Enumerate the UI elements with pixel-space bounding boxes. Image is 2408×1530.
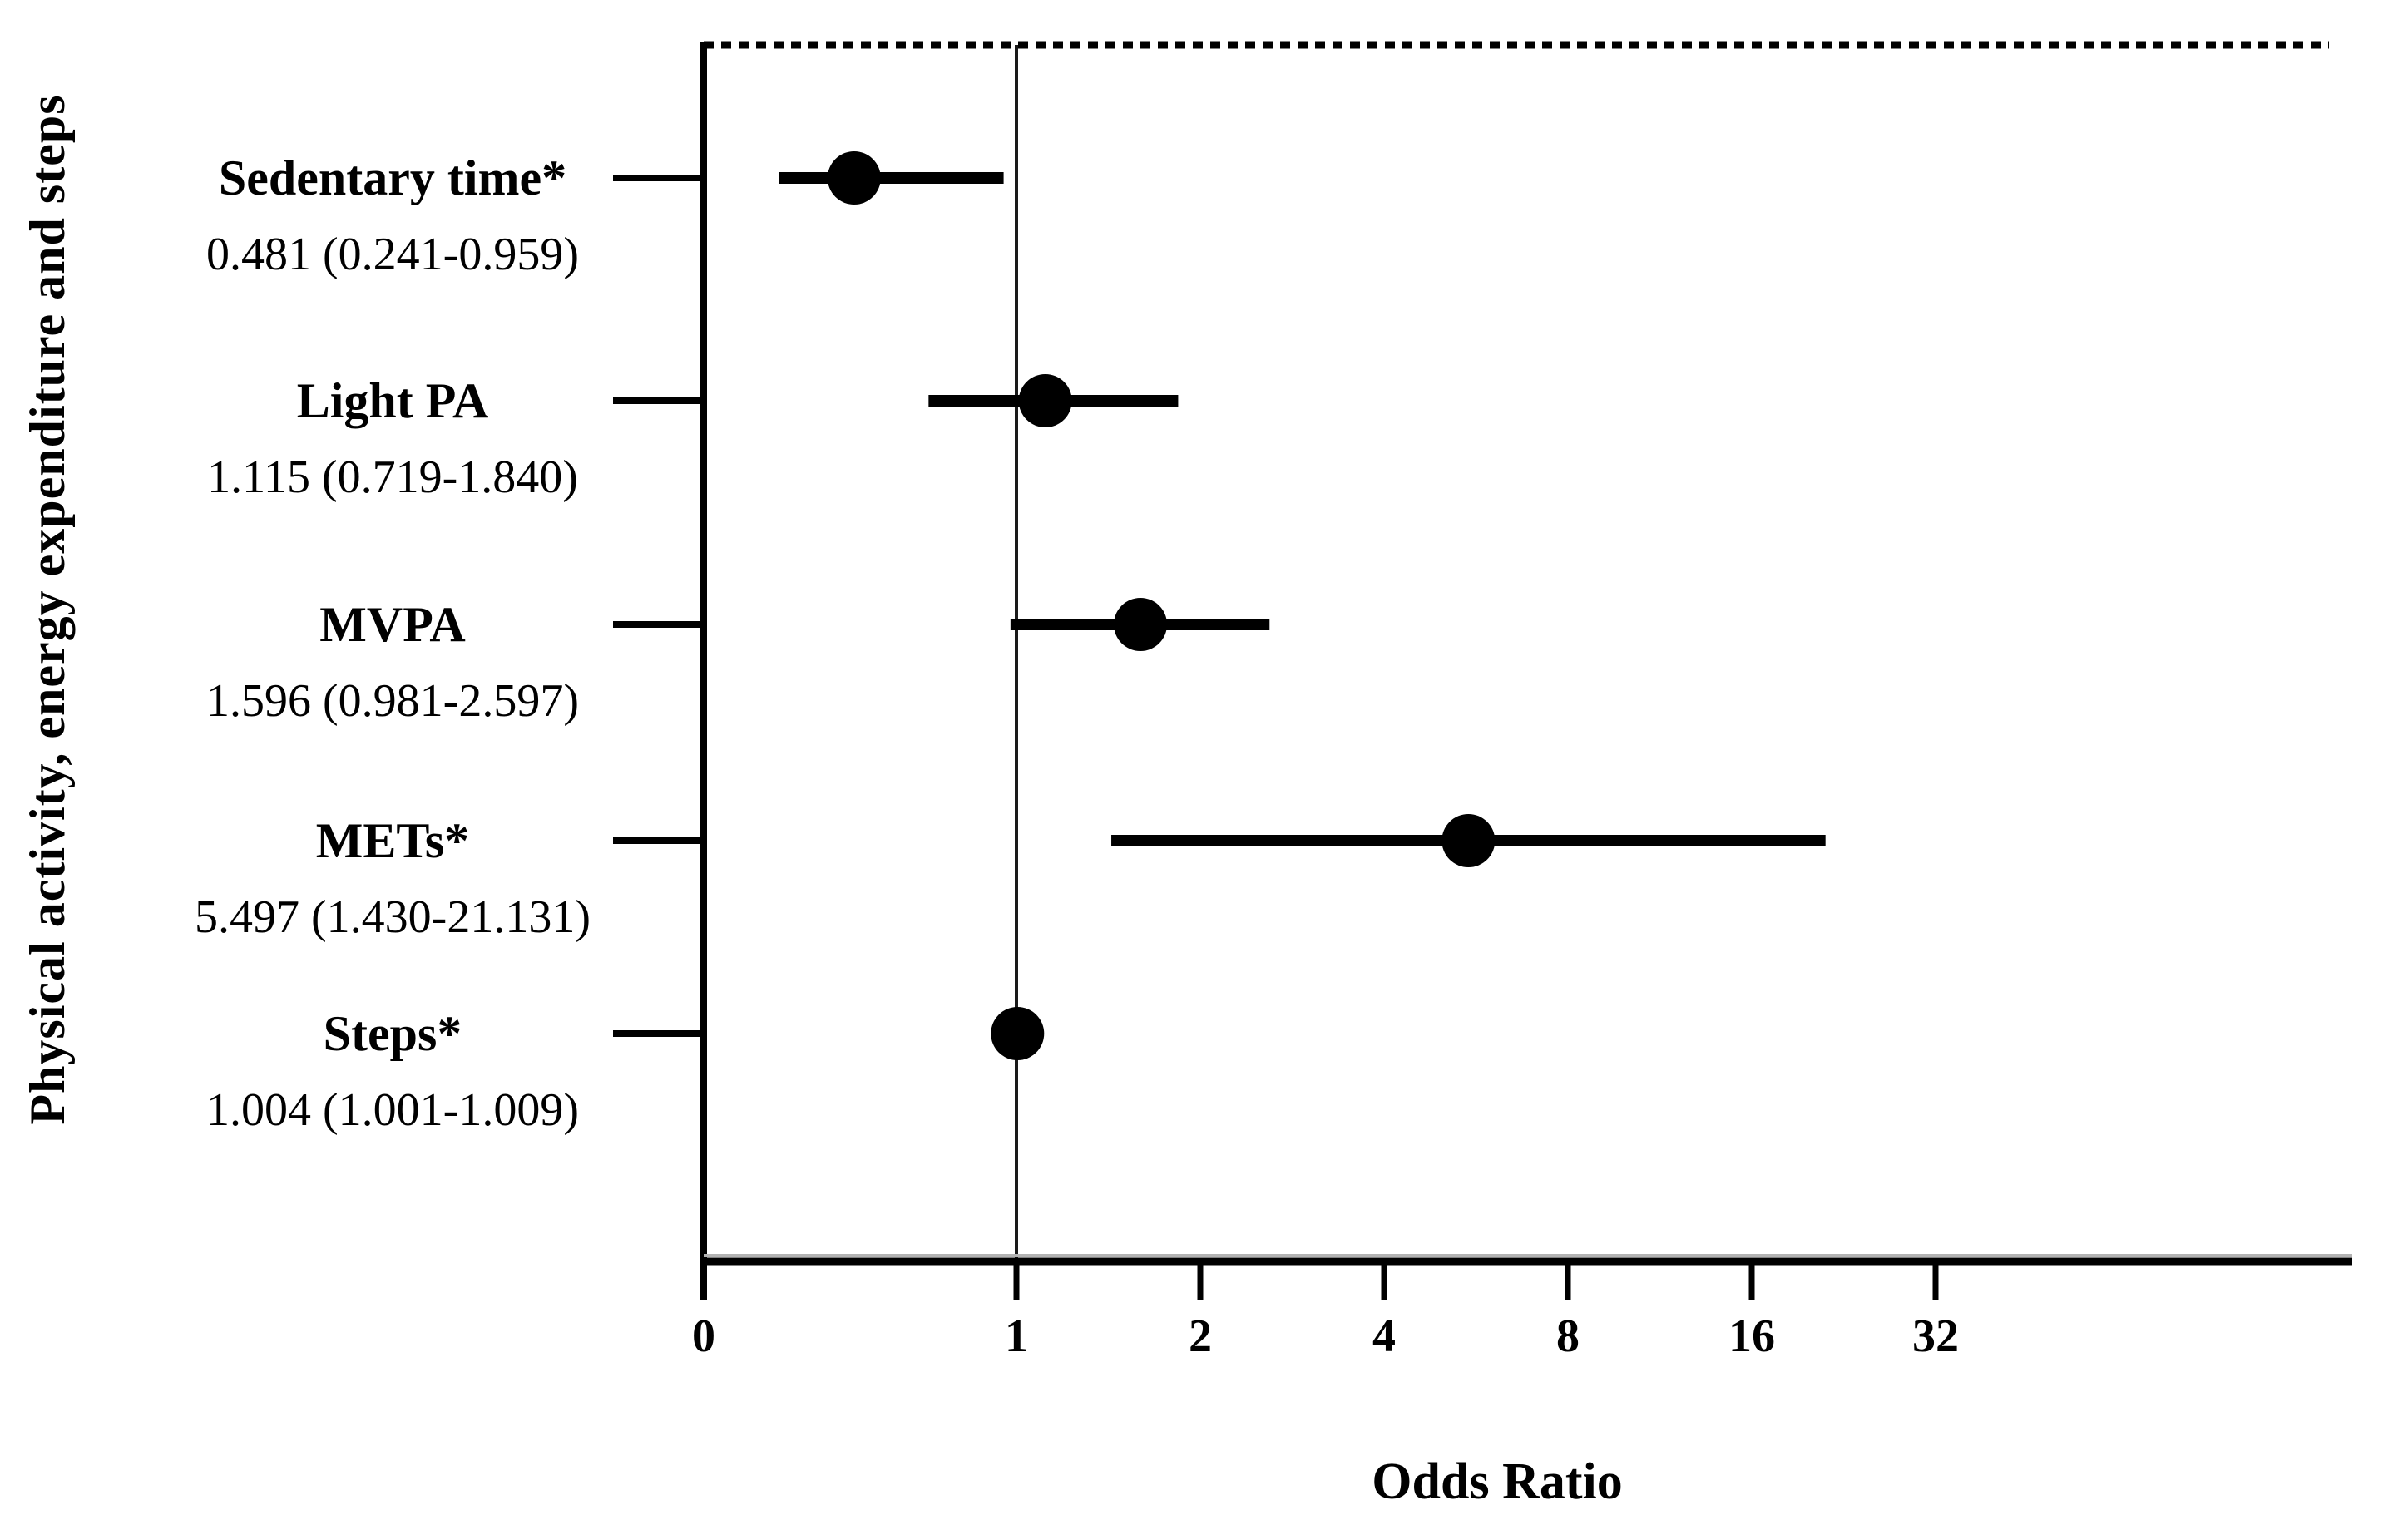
x-axis-tick-label: 32: [1912, 1310, 1959, 1362]
point-marker: [827, 151, 881, 205]
point-marker: [1441, 814, 1496, 867]
x-axis-tick-label: 1: [1005, 1310, 1028, 1362]
category-label: Steps*: [323, 1006, 462, 1061]
category-label: Sedentary time*: [218, 151, 567, 205]
category-value: 1.004 (1.001-1.009): [206, 1084, 579, 1136]
point-marker: [1114, 598, 1168, 651]
x-axis-tick-label: 2: [1189, 1310, 1212, 1362]
category-value: 1.596 (0.981-2.597): [206, 675, 579, 727]
x-axis-tick-label: 0: [692, 1310, 715, 1362]
x-axis-tick-label: 4: [1372, 1310, 1396, 1362]
category-value: 0.481 (0.241-0.959): [206, 229, 579, 280]
x-axis-tick-label: 16: [1728, 1310, 1775, 1362]
category-label: MVPA: [319, 597, 466, 652]
x-axis-title: Odds Ratio: [1372, 1454, 1623, 1510]
x-axis-tick-label: 8: [1556, 1310, 1580, 1362]
category-label: Light PA: [296, 373, 489, 428]
point-marker: [991, 1007, 1045, 1060]
category-label: METs*: [315, 813, 470, 868]
point-marker: [1018, 374, 1072, 427]
category-value: 1.115 (0.719-1.840): [207, 452, 578, 503]
category-value: 5.497 (1.430-21.131): [195, 891, 591, 943]
